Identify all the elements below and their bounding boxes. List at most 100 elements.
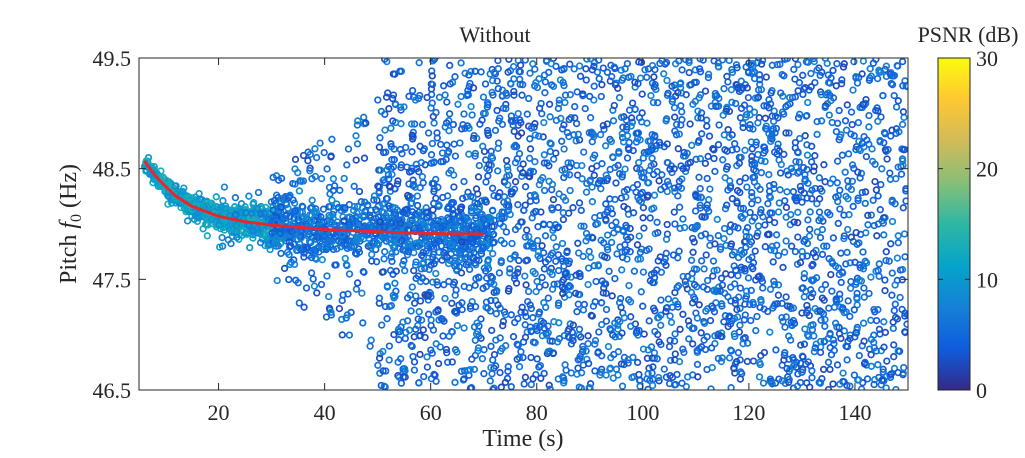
scatter-point [614, 225, 622, 233]
scatter-point [808, 142, 816, 150]
scatter-point [479, 244, 487, 252]
scatter-point [581, 104, 589, 113]
scatter-point [601, 142, 610, 150]
scatter-point [476, 210, 485, 218]
scatter-point [756, 185, 764, 194]
scatter-point [407, 199, 415, 208]
scatter-point [574, 300, 582, 308]
scatter-point [334, 203, 343, 212]
scatter-point [573, 171, 582, 179]
scatter-point [599, 64, 607, 72]
scatter-point [742, 63, 750, 71]
scatter-point [823, 59, 831, 68]
scatter-point [774, 114, 782, 122]
scatter-point [399, 365, 407, 373]
scatter-point [809, 321, 817, 329]
scatter-point [419, 326, 427, 334]
scatter-point [803, 252, 811, 260]
scatter-point [879, 219, 888, 227]
scatter-point [805, 232, 814, 240]
scatter-point [794, 208, 802, 216]
scatter-point [375, 354, 384, 362]
scatter-point [872, 58, 880, 63]
scatter-point [701, 87, 710, 95]
scatter-point [470, 365, 479, 374]
scatter-point [874, 266, 882, 275]
scatter-point [803, 301, 811, 310]
scatter-point [407, 167, 416, 175]
scatter-point [523, 226, 531, 234]
scatter-point [351, 249, 360, 257]
scatter-point [529, 375, 537, 383]
scatter-point [576, 72, 585, 80]
scatter-point [663, 177, 672, 186]
scatter-point [867, 362, 876, 370]
scatter-point [588, 138, 596, 146]
colorbar-tick-label: 0 [976, 378, 987, 403]
scatter-point [875, 260, 883, 268]
scatter-point [602, 371, 610, 379]
scatter-point [778, 299, 786, 308]
scatter-point [674, 183, 683, 191]
scatter-point [359, 268, 367, 276]
scatter-point [434, 201, 443, 209]
scatter-point [834, 264, 843, 272]
scatter-point [844, 225, 852, 234]
scatter-point [813, 66, 821, 74]
scatter-point [432, 238, 441, 246]
scatter-point [540, 324, 548, 332]
scatter-point [796, 258, 805, 267]
scatter-point [560, 81, 568, 90]
scatter-point [848, 161, 857, 169]
scatter-point [730, 248, 739, 256]
scatter-point [807, 69, 815, 78]
scatter-point [621, 165, 629, 173]
scatter-point [518, 303, 526, 311]
scatter-point [415, 208, 423, 216]
scatter-point [488, 207, 497, 215]
scatter-point [816, 233, 825, 242]
scatter-point [444, 149, 452, 157]
scatter-point [588, 66, 596, 74]
scatter-point [618, 329, 626, 337]
scatter-point [424, 296, 432, 304]
scatter-point [678, 66, 686, 74]
scatter-point [741, 265, 749, 273]
scatter-point [868, 157, 877, 166]
scatter-point [550, 155, 558, 163]
scatter-point [539, 133, 547, 141]
scatter-point [602, 215, 610, 224]
scatter-point [554, 301, 563, 310]
scatter-point [633, 180, 642, 189]
scatter-point [218, 233, 226, 242]
scatter-point [850, 164, 858, 173]
scatter-point [427, 316, 435, 324]
scatter-point [639, 345, 648, 353]
scatter-point [636, 136, 644, 144]
scatter-point [383, 315, 391, 323]
scatter-point [549, 234, 558, 242]
scatter-point [787, 242, 796, 250]
scatter-point [730, 330, 738, 338]
scatter-point [728, 98, 736, 106]
scatter-point [860, 337, 868, 345]
scatter-point [778, 313, 786, 322]
scatter-point [526, 301, 534, 309]
scatter-point [479, 109, 488, 118]
scatter-point [801, 175, 809, 183]
scatter-point [635, 370, 643, 379]
scatter-point [396, 219, 405, 228]
scatter-point [489, 356, 497, 364]
scatter-point [671, 113, 679, 121]
scatter-point [638, 90, 646, 98]
scatter-point [774, 291, 783, 299]
scatter-point [846, 284, 855, 292]
scatter-point [615, 147, 623, 156]
scatter-point [633, 358, 642, 367]
scatter-point [519, 81, 527, 89]
scatter-point [460, 282, 468, 291]
scatter-point [313, 289, 321, 297]
scatter-point [460, 375, 468, 383]
scatter-point [224, 236, 232, 244]
scatter-point [460, 177, 468, 186]
